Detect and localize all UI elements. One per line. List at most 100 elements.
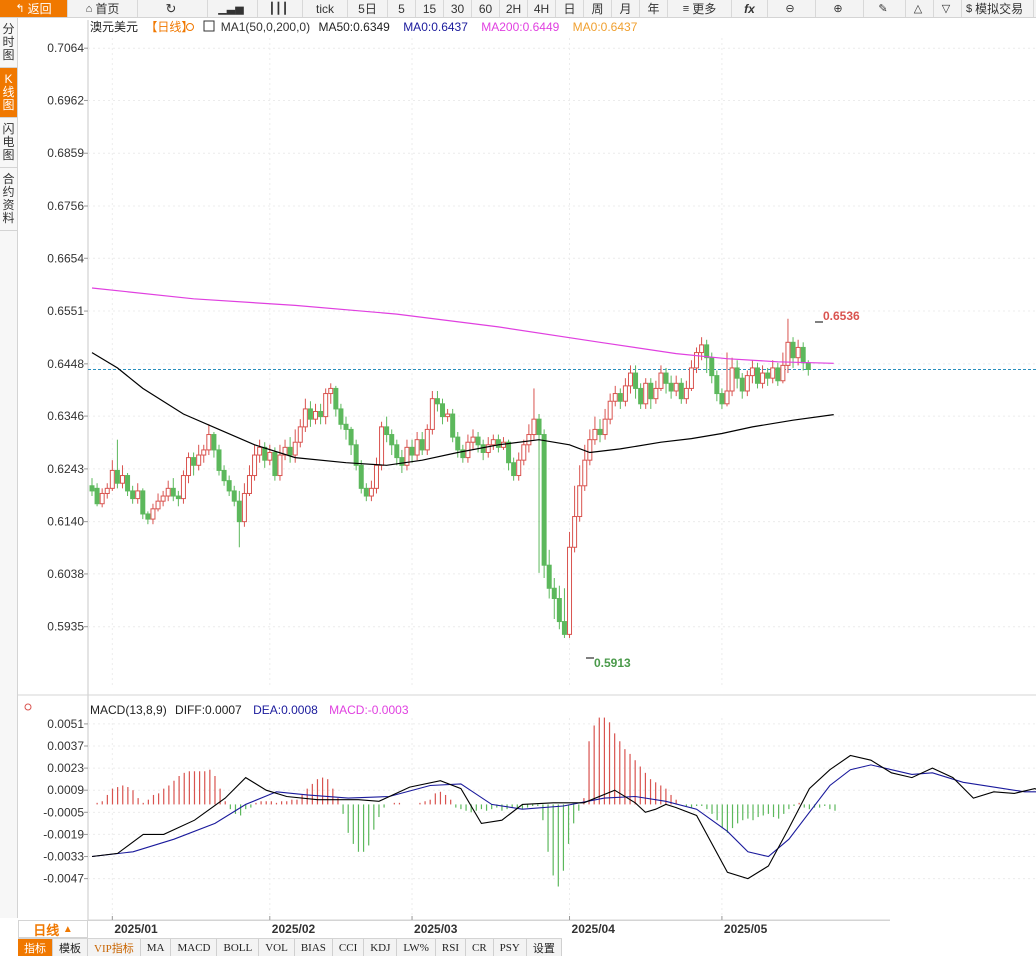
diff-line: [91, 754, 1036, 880]
plot-background: [88, 20, 1036, 920]
candle-body: [267, 451, 273, 461]
candle-body: [526, 434, 532, 446]
back-button[interactable]: ↰ 返回: [0, 0, 68, 17]
ma200-value: MA200:0.6449: [481, 20, 559, 34]
tab-contract-info[interactable]: 合约资料: [0, 168, 17, 231]
candle-body: [135, 490, 141, 500]
zoom-in-button[interactable]: ⊕: [816, 0, 864, 17]
zoom-out-button[interactable]: ⊖: [768, 0, 816, 17]
candle-body: [572, 516, 578, 548]
tab-macd[interactable]: MACD: [171, 939, 218, 956]
main-gridlines: [88, 38, 1036, 688]
more-button[interactable]: ≡ 更多: [668, 0, 732, 17]
tab-vip-indicators[interactable]: VIP指标: [88, 939, 141, 956]
period-day-button[interactable]: 日: [556, 0, 584, 17]
refresh-button[interactable]: ↻: [138, 0, 208, 17]
candle-body: [678, 382, 684, 400]
y-tick-label: -0.0033: [43, 850, 84, 864]
y-tick-label: 0.6654: [47, 251, 84, 265]
macd-label: MACD(13,8,9): [90, 703, 167, 717]
candle-body: [379, 426, 385, 466]
bar-type-icon: ▁▃▅: [218, 3, 244, 15]
candle-body: [546, 564, 552, 589]
candle-body: [607, 400, 613, 420]
tab-timeshare[interactable]: 分时图: [0, 18, 17, 68]
formula-button[interactable]: fx: [732, 0, 768, 17]
candle-body: [429, 398, 435, 430]
candle-body: [485, 444, 491, 453]
high-annotation: 0.6536: [815, 309, 860, 323]
candle-body: [495, 439, 501, 448]
tab-flash[interactable]: 闪电图: [0, 118, 17, 168]
candle-body: [196, 454, 202, 466]
period-year-button[interactable]: 年: [640, 0, 668, 17]
period-week-button[interactable]: 周: [584, 0, 612, 17]
tab-templates[interactable]: 模板: [53, 939, 88, 956]
draw-button[interactable]: ✎: [864, 0, 906, 17]
tab-psy[interactable]: PSY: [494, 939, 527, 956]
tab-bias[interactable]: BIAS: [295, 939, 333, 956]
macd-histogram: [96, 717, 836, 887]
candle-body: [114, 469, 120, 484]
tab-settings[interactable]: 设置: [527, 939, 562, 956]
period-month-button[interactable]: 月: [612, 0, 640, 17]
candle-body: [694, 352, 700, 369]
candle-body: [94, 487, 100, 505]
period-4h-button[interactable]: 4H: [528, 0, 556, 17]
tab-cr[interactable]: CR: [466, 939, 494, 956]
candle-body: [89, 485, 95, 492]
tab-vol[interactable]: VOL: [259, 939, 295, 956]
period-30m-button[interactable]: 30: [444, 0, 472, 17]
kline-chart[interactable]: 0.7064 0.6962 0.6859 0.6756 0.6654 0.6551 0.64…: [0, 18, 1036, 920]
candle-body: [668, 382, 674, 392]
tab-kline[interactable]: K线图: [0, 68, 17, 118]
candle-body: [434, 398, 440, 405]
y-tick-label: 0.6346: [47, 409, 84, 423]
candle-body: [688, 367, 694, 389]
macd-legend: MACD(13,8,9) DIFF:0.0007 DEA:0.0008 MACD…: [90, 703, 409, 717]
candle-body: [709, 357, 715, 377]
period-15m-button[interactable]: 15: [416, 0, 444, 17]
back-arrow-icon: ↰: [15, 3, 25, 15]
home-button[interactable]: ⌂ 首页: [68, 0, 138, 17]
candle-body: [673, 382, 679, 392]
tab-lw[interactable]: LW%: [397, 939, 436, 956]
tab-cci[interactable]: CCI: [333, 939, 365, 956]
period-settings-icon[interactable]: [186, 23, 194, 31]
candle-body: [516, 459, 522, 477]
tab-indicators[interactable]: 指标: [18, 939, 53, 956]
candle-body: [150, 508, 156, 520]
period-5m-button[interactable]: 5: [388, 0, 416, 17]
bar-type-button[interactable]: ▁▃▅: [208, 0, 258, 17]
period-2h-button[interactable]: 2H: [500, 0, 528, 17]
tab-kdj[interactable]: KDJ: [364, 939, 398, 956]
candle-body: [211, 434, 217, 451]
macd-gear[interactable]: [24, 703, 32, 711]
triangle-down-button[interactable]: ▽: [934, 0, 962, 17]
candle-type-button[interactable]: ┃┃┃: [258, 0, 303, 17]
candle-body: [348, 428, 354, 446]
tick-button[interactable]: tick: [303, 0, 348, 17]
tab-ma[interactable]: MA: [141, 939, 172, 956]
candle-body: [470, 436, 476, 443]
sim-trade-button[interactable]: $ 模拟交易: [962, 0, 1034, 17]
candle-body: [119, 475, 125, 484]
candle-body: [749, 367, 755, 377]
diff-value: DIFF:0.0007: [175, 703, 242, 717]
tab-boll[interactable]: BOLL: [217, 939, 260, 956]
candle-body: [318, 410, 324, 418]
candle-body: [373, 464, 379, 489]
macd-gridlines: [88, 718, 1036, 916]
period-60m-button[interactable]: 60: [472, 0, 500, 17]
candle-body: [424, 428, 430, 451]
triangle-up-button[interactable]: △: [906, 0, 934, 17]
candle-body: [658, 372, 664, 389]
candle-body: [612, 393, 618, 402]
indicator-settings-icon[interactable]: [203, 20, 215, 32]
candle-body: [297, 426, 303, 443]
tab-rsi[interactable]: RSI: [436, 939, 466, 956]
period-5day-button[interactable]: 5日: [348, 0, 388, 17]
ma0-value: MA0:0.6437: [403, 20, 468, 34]
period-tab[interactable]: 日线 ▲: [18, 920, 88, 938]
gear-icon[interactable]: [24, 703, 32, 711]
